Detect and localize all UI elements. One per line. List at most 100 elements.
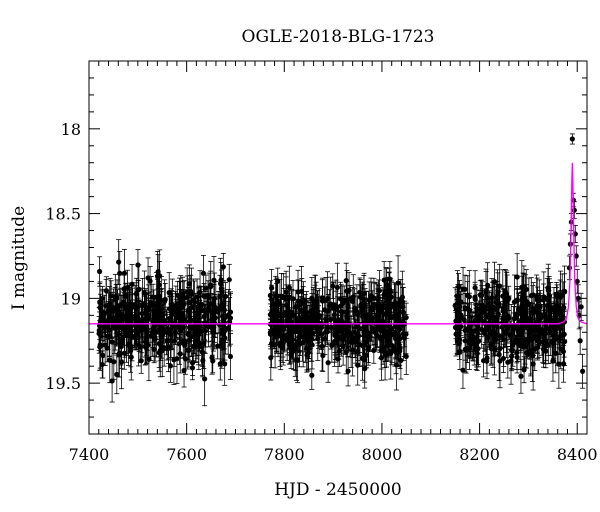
data-point — [393, 349, 399, 355]
data-point — [100, 352, 106, 359]
data-point — [354, 331, 360, 338]
data-point — [550, 358, 556, 364]
data-point — [219, 338, 225, 344]
data-point — [113, 324, 119, 331]
data-point — [101, 324, 107, 330]
data-point — [196, 330, 202, 337]
data-point — [295, 357, 301, 363]
data-point — [542, 343, 548, 349]
data-point — [271, 319, 277, 325]
data-point — [210, 358, 216, 364]
data-point — [395, 311, 401, 317]
data-point — [345, 321, 351, 328]
data-point — [267, 329, 274, 335]
data-point — [156, 282, 162, 288]
data-point — [116, 351, 122, 357]
data-point — [485, 282, 491, 288]
data-point — [357, 289, 363, 295]
data-point — [380, 303, 386, 309]
data-point — [395, 280, 401, 286]
data-point — [573, 253, 579, 259]
data-point — [472, 294, 478, 300]
data-point — [331, 312, 338, 318]
data-point — [545, 285, 551, 291]
data-point — [112, 296, 118, 302]
data-point — [460, 286, 466, 292]
data-point — [571, 207, 577, 213]
data-point — [351, 305, 358, 311]
data-point — [332, 332, 338, 339]
data-point — [345, 368, 351, 374]
data-point — [269, 285, 275, 291]
data-point — [462, 327, 468, 333]
data-point — [383, 288, 389, 294]
data-point — [163, 329, 169, 335]
data-point — [569, 136, 575, 142]
data-point — [104, 345, 110, 351]
data-point — [397, 336, 403, 342]
data-point — [184, 289, 190, 295]
data-point — [186, 299, 192, 306]
data-point — [454, 338, 460, 344]
data-point — [551, 307, 557, 313]
data-point — [375, 306, 381, 312]
data-point — [299, 318, 305, 324]
data-point — [355, 362, 361, 368]
data-point — [387, 313, 393, 319]
data-point — [115, 331, 121, 338]
data-point — [189, 304, 195, 310]
data-point — [100, 314, 106, 320]
data-point — [211, 315, 218, 322]
data-point — [458, 313, 464, 320]
data-point — [350, 298, 356, 304]
data-point — [186, 347, 192, 354]
data-point — [399, 294, 405, 300]
data-point — [403, 331, 409, 337]
data-point — [556, 361, 562, 367]
data-point — [371, 302, 377, 308]
data-point — [293, 304, 299, 310]
data-point — [205, 292, 211, 299]
data-point — [457, 348, 463, 354]
data-point — [125, 342, 132, 348]
data-point — [493, 336, 499, 343]
data-point — [343, 278, 349, 284]
data-point — [122, 305, 128, 311]
data-point — [518, 330, 524, 336]
data-point — [514, 274, 520, 280]
data-point — [484, 358, 490, 364]
data-point — [562, 289, 568, 295]
data-point — [546, 316, 552, 322]
chart-title: OGLE-2018-BLG-1723 — [242, 27, 435, 47]
data-point — [479, 305, 486, 311]
data-point — [350, 347, 356, 353]
data-point — [220, 264, 226, 270]
data-point — [504, 298, 510, 305]
data-point — [360, 326, 366, 332]
data-point — [359, 355, 366, 362]
data-point — [381, 277, 387, 283]
data-point — [148, 333, 154, 339]
data-point — [383, 282, 390, 288]
data-point — [151, 330, 157, 336]
data-point — [316, 329, 322, 335]
data-point — [502, 288, 508, 294]
data-point — [518, 373, 524, 379]
data-point — [109, 378, 115, 384]
data-point — [362, 302, 368, 309]
y-axis-label: I magnitude — [9, 206, 29, 310]
data-point — [494, 320, 500, 326]
data-point — [136, 286, 142, 292]
data-point — [566, 265, 573, 271]
data-point — [452, 303, 458, 309]
data-point — [496, 352, 502, 358]
data-point — [389, 331, 395, 337]
data-point — [466, 294, 472, 300]
data-point — [273, 293, 279, 299]
data-point — [128, 354, 134, 360]
data-point — [190, 297, 197, 303]
data-point — [310, 306, 316, 313]
data-point — [391, 301, 397, 308]
data-point — [338, 308, 344, 315]
data-point — [330, 283, 336, 289]
